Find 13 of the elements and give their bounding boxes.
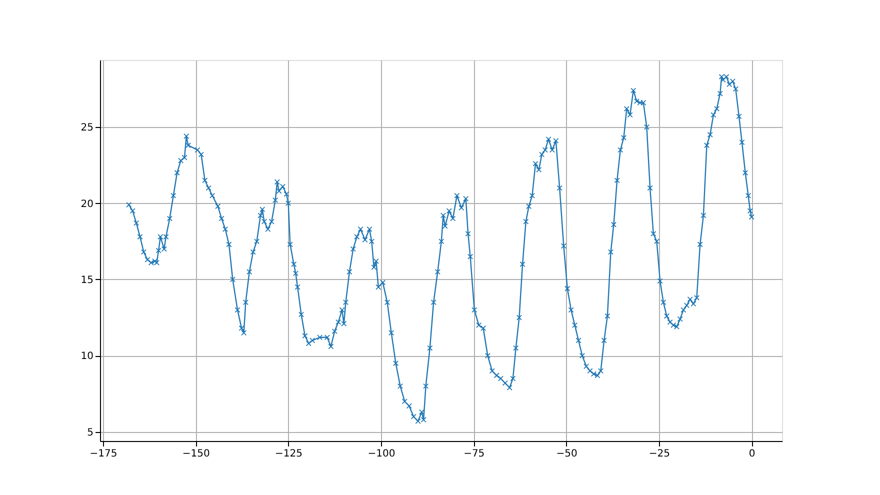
y-tick-label: 10 (80, 351, 94, 362)
x-tick-label: 0 (748, 448, 756, 460)
x-tick-label: −100 (368, 448, 396, 460)
y-tick-label: 25 (80, 122, 94, 134)
x-tick-label: −175 (90, 448, 118, 460)
x-tick-label: −25 (648, 448, 670, 460)
x-tick-label: −75 (464, 448, 485, 460)
x-tick-label: −50 (556, 448, 578, 460)
y-tick-label: 20 (80, 198, 94, 210)
y-tick-label: 15 (80, 274, 94, 286)
x-tick-label: −125 (275, 448, 303, 460)
x-tick-label: −150 (182, 448, 210, 460)
y-tick-label: 5 (87, 427, 94, 438)
